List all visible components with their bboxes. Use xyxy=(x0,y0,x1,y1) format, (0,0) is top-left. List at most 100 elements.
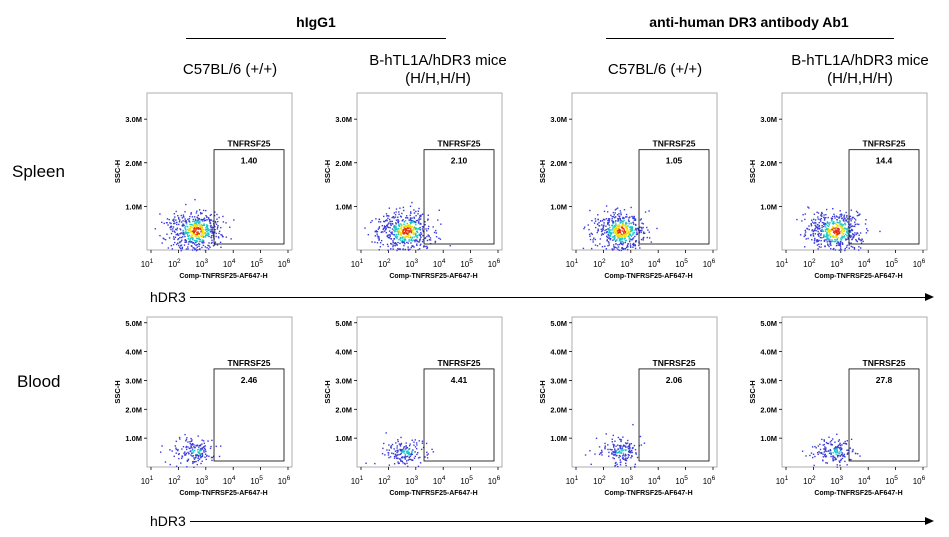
event-dot xyxy=(832,236,834,239)
event-dot xyxy=(190,440,193,442)
event-dot xyxy=(175,219,177,221)
event-dot xyxy=(404,463,406,465)
event-dot xyxy=(208,245,210,247)
event-dot xyxy=(813,222,815,225)
event-dot xyxy=(823,222,825,224)
event-dot xyxy=(412,229,414,232)
event-dot xyxy=(864,223,867,225)
gate-name-label: TNFRSF25 xyxy=(228,358,271,368)
event-dot xyxy=(853,235,855,237)
event-dot xyxy=(218,232,220,235)
event-dot xyxy=(614,240,617,242)
event-dot xyxy=(622,224,624,226)
event-dot xyxy=(829,441,832,443)
event-dot xyxy=(215,235,217,238)
event-dot xyxy=(410,453,412,455)
event-dot xyxy=(614,237,616,239)
event-dot xyxy=(808,225,810,227)
event-dot xyxy=(207,217,210,219)
event-dot xyxy=(426,451,428,454)
event-dot xyxy=(415,239,417,241)
event-cloud xyxy=(796,206,881,252)
event-dot xyxy=(180,457,183,460)
event-dot xyxy=(620,221,622,223)
event-dot xyxy=(830,451,832,454)
event-dot xyxy=(814,455,816,458)
event-dot xyxy=(194,220,196,222)
event-dot xyxy=(619,228,621,231)
event-dot xyxy=(613,237,615,240)
event-dot xyxy=(411,453,413,455)
event-dot xyxy=(609,229,612,231)
event-dot xyxy=(187,441,189,443)
event-dot xyxy=(179,247,182,250)
event-dot xyxy=(594,238,596,241)
event-dot xyxy=(604,445,607,447)
event-dot xyxy=(202,240,205,242)
event-dot xyxy=(197,459,199,462)
event-dot xyxy=(620,236,623,238)
event-dot xyxy=(421,442,424,444)
event-dot xyxy=(197,231,199,233)
event-dot xyxy=(825,447,827,449)
event-dot xyxy=(395,454,397,456)
event-dot xyxy=(424,245,426,248)
event-dot xyxy=(823,214,825,216)
event-dot xyxy=(407,451,409,453)
event-dot xyxy=(624,224,627,226)
event-dot xyxy=(828,450,830,452)
event-dot xyxy=(409,453,411,456)
event-dot xyxy=(412,239,415,241)
event-dot xyxy=(849,236,852,239)
event-dot xyxy=(837,225,839,227)
event-dot xyxy=(817,230,819,233)
event-dot xyxy=(209,214,212,217)
event-dot xyxy=(175,465,178,468)
event-dot xyxy=(388,218,391,221)
event-dot xyxy=(820,214,822,217)
event-dot xyxy=(398,443,401,445)
event-dot xyxy=(622,234,624,236)
event-dot xyxy=(207,229,210,232)
event-dot xyxy=(174,231,176,234)
arrow-line-spleen xyxy=(190,297,926,298)
event-dot xyxy=(393,234,395,236)
event-dot xyxy=(409,225,412,228)
event-dot xyxy=(173,238,175,240)
event-dot xyxy=(174,445,177,447)
event-dot xyxy=(840,458,842,461)
event-dot xyxy=(836,216,838,218)
gate-name-label: TNFRSF25 xyxy=(228,139,271,149)
event-dot xyxy=(839,243,841,245)
event-dot xyxy=(617,229,619,232)
event-dot xyxy=(197,456,200,458)
event-dot xyxy=(206,247,208,249)
event-dot xyxy=(422,230,424,232)
event-dot xyxy=(824,226,827,228)
event-dot xyxy=(608,224,610,226)
event-dot xyxy=(161,445,163,447)
event-dot xyxy=(842,442,845,445)
event-dot xyxy=(840,451,842,453)
event-dot xyxy=(177,449,179,452)
event-dot xyxy=(416,228,418,230)
event-dot xyxy=(842,455,844,457)
event-dot xyxy=(200,224,203,226)
event-dot xyxy=(199,238,202,241)
event-dot xyxy=(189,215,191,218)
event-dot xyxy=(628,236,630,238)
event-dot xyxy=(210,227,212,229)
event-dot xyxy=(168,237,171,239)
event-dot xyxy=(629,245,632,247)
event-dot xyxy=(621,226,624,228)
event-cloud xyxy=(801,433,861,468)
event-dot xyxy=(619,461,622,464)
event-dot xyxy=(622,243,624,246)
event-dot xyxy=(830,453,832,456)
event-dot xyxy=(835,223,837,225)
event-dot xyxy=(180,462,182,464)
event-dot xyxy=(387,217,389,220)
event-dot xyxy=(856,215,859,217)
event-dot xyxy=(193,457,195,459)
y-axis-label: SSC-H xyxy=(538,380,547,403)
